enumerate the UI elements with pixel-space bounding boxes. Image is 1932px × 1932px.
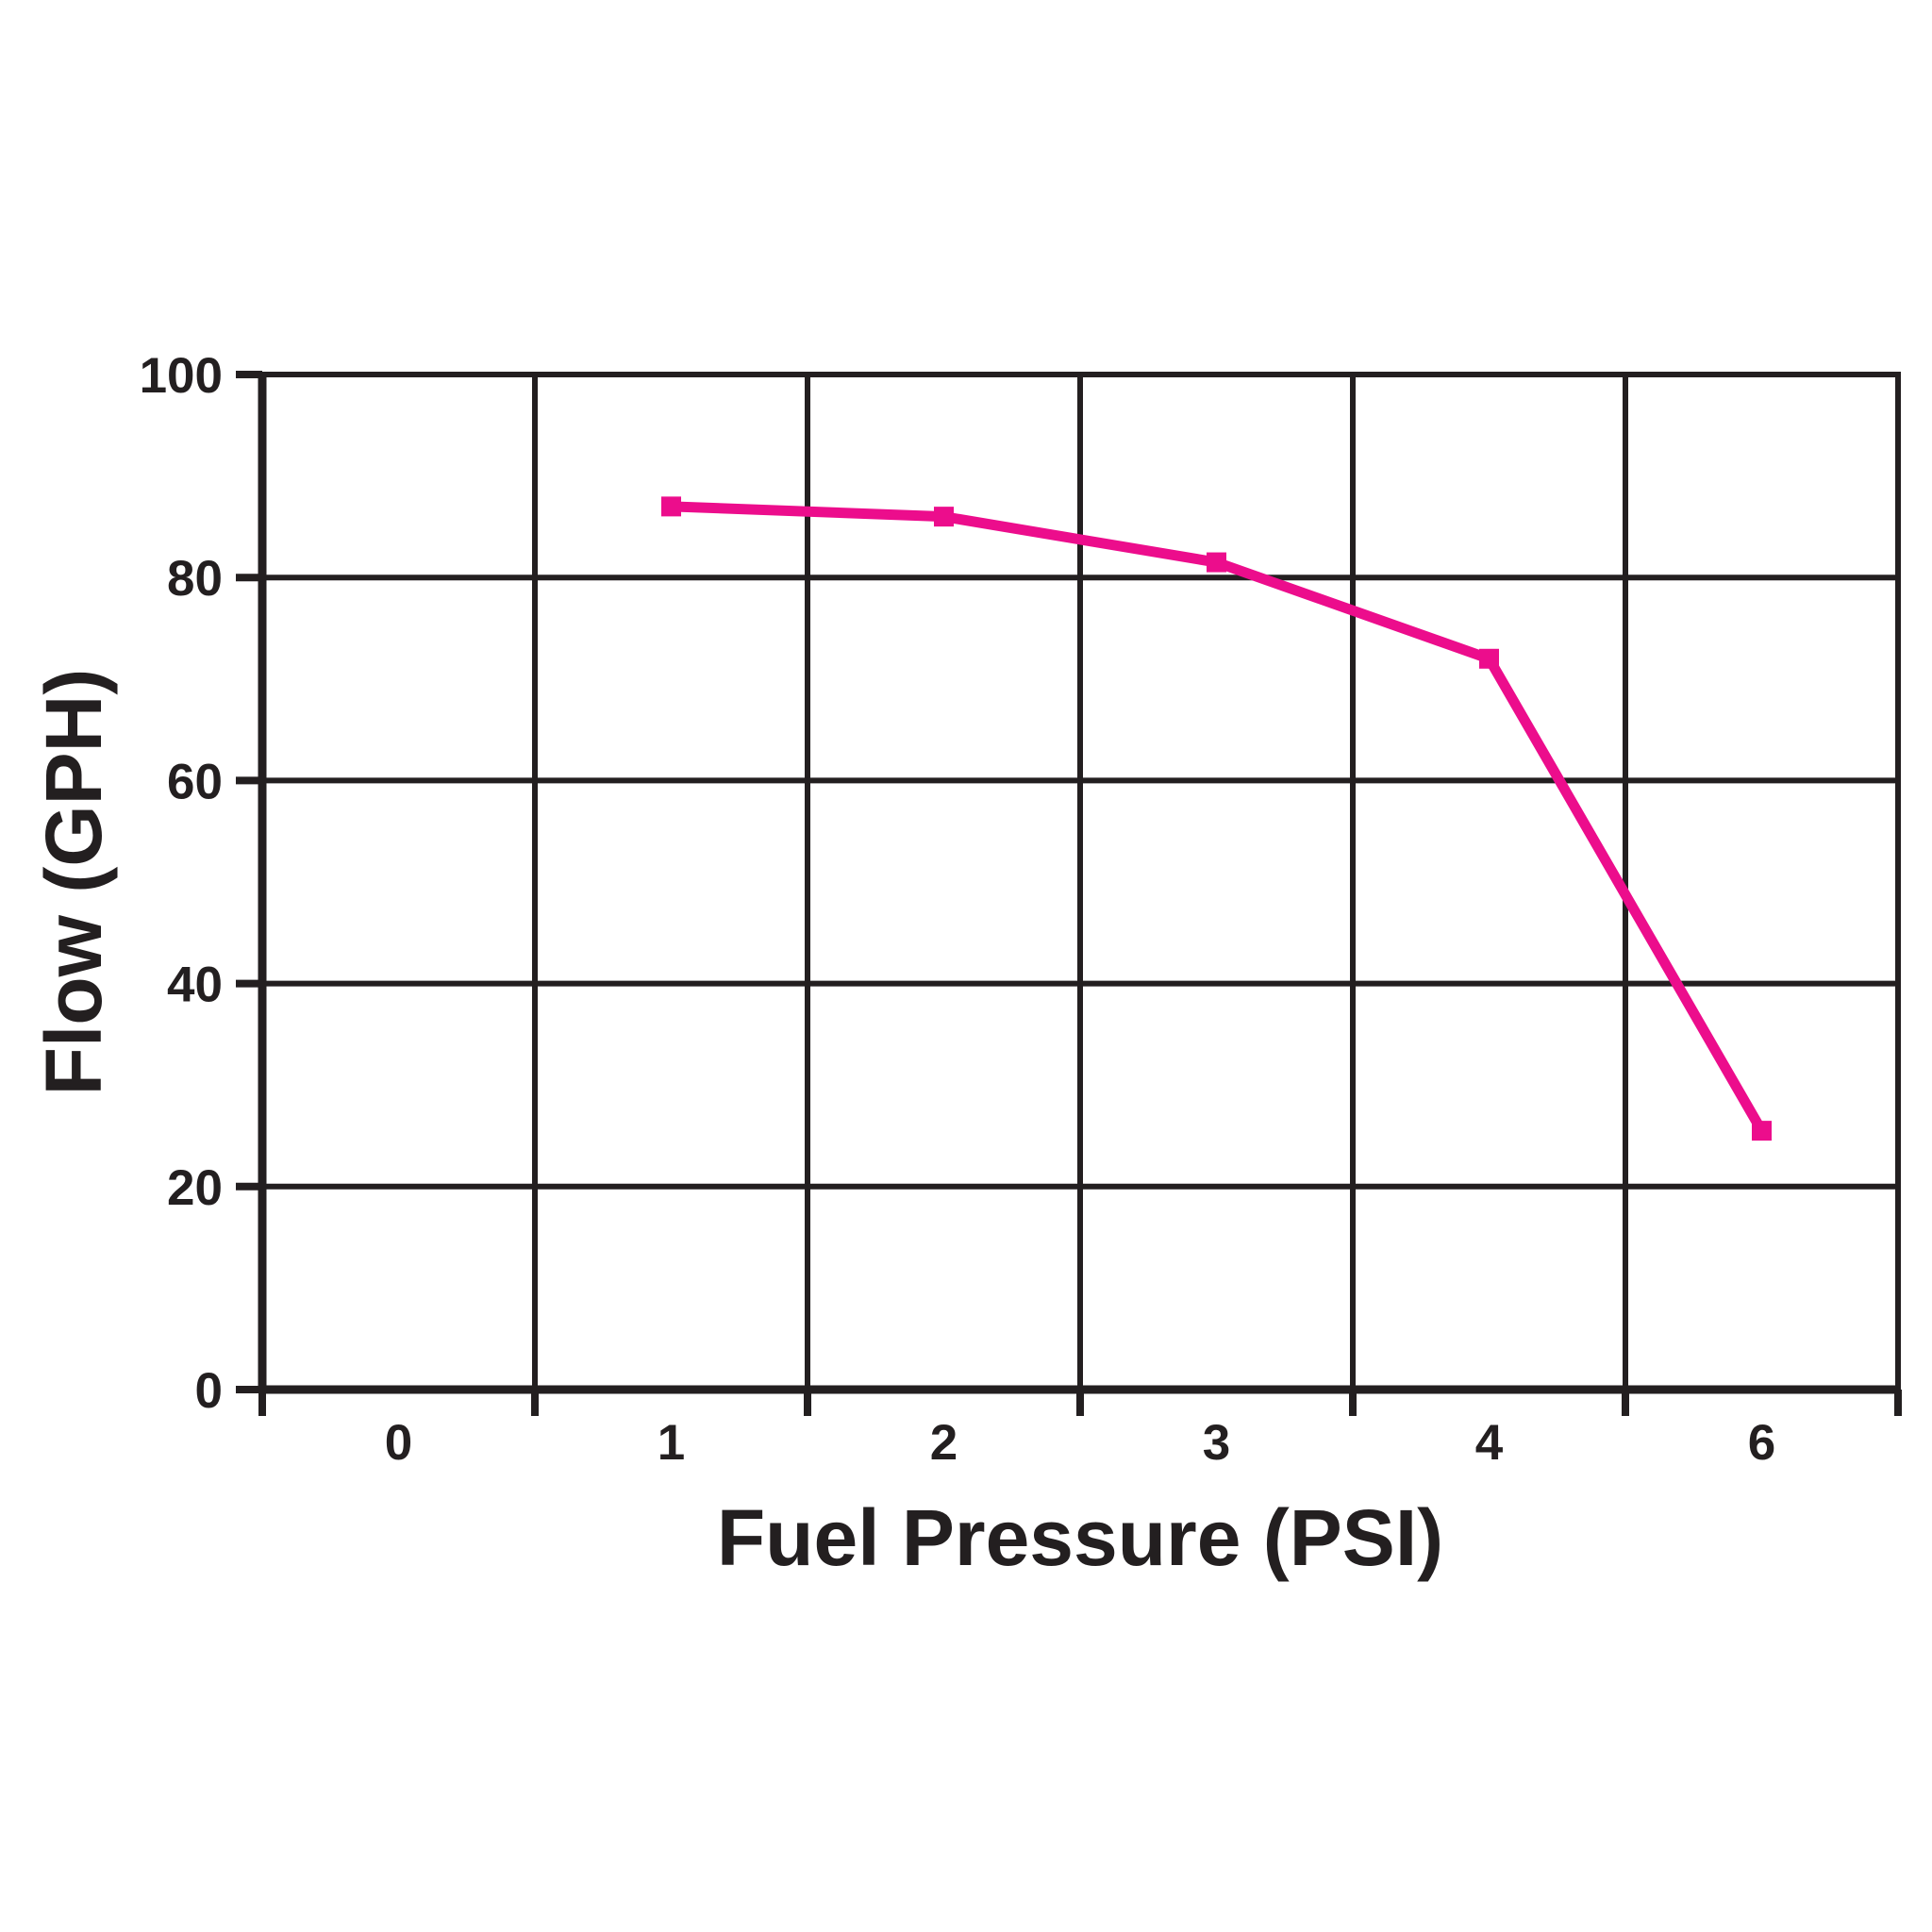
x-tick-label: 2: [930, 1415, 958, 1471]
y-tick-label: 60: [167, 754, 223, 809]
y-tick-label: 40: [167, 958, 223, 1013]
x-axis-title: Fuel Pressure (PSI): [716, 1493, 1444, 1582]
y-tick-label: 80: [167, 551, 223, 607]
y-tick-label: 0: [195, 1363, 223, 1419]
data-point-marker: [1752, 1121, 1772, 1141]
x-tick-label: 0: [385, 1415, 412, 1471]
data-point-marker: [661, 496, 681, 517]
y-axis-title: Flow (GPH): [29, 668, 118, 1096]
y-tick-label: 100: [140, 348, 223, 404]
x-tick-label: 6: [1748, 1415, 1775, 1471]
x-tick-label: 1: [658, 1415, 685, 1471]
y-tick-label: 20: [167, 1160, 223, 1216]
x-tick-label: 3: [1203, 1415, 1230, 1471]
data-point-marker: [1479, 648, 1499, 669]
x-tick-label: 4: [1475, 1415, 1504, 1471]
data-line: [671, 501, 1767, 1134]
data-point-marker: [934, 507, 954, 527]
data-point-marker: [1207, 552, 1226, 573]
